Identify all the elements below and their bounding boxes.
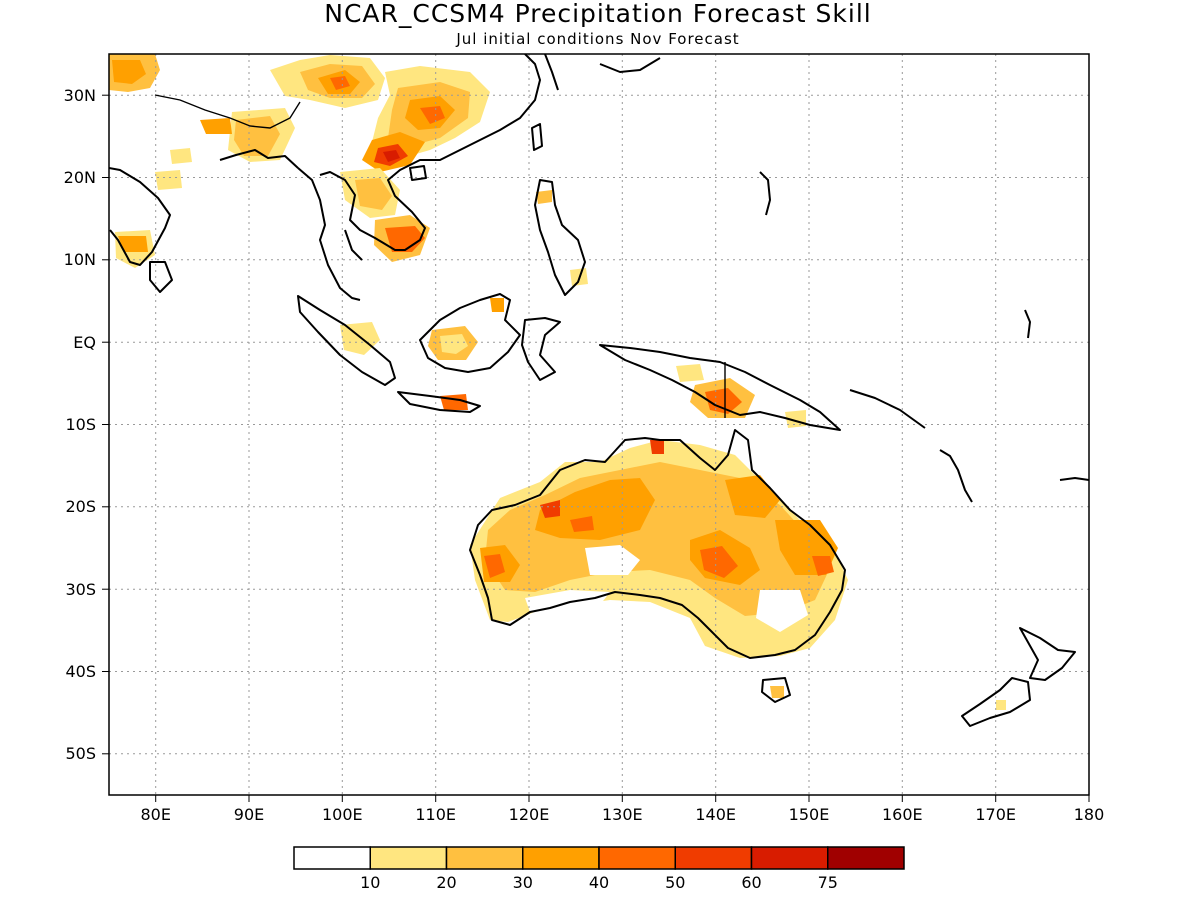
colorbar-swatch (369, 846, 448, 870)
y-tick-label: EQ (73, 333, 96, 352)
colorbar-swatch (522, 846, 600, 870)
y-tick-label: 50S (65, 744, 96, 763)
y-axis: 30N 20N 10N EQ 10S 20S 30S 40S 50S (64, 86, 109, 763)
x-tick-label: 150E (789, 805, 830, 824)
colorbar-label: 60 (741, 873, 761, 892)
x-tick-label: 140E (695, 805, 736, 824)
y-tick-label: 20N (64, 168, 96, 187)
map-plot-area (109, 54, 1089, 795)
skill-shading (109, 54, 1006, 710)
x-axis: 80E 90E 100E 110E 120E 130E 140E 150E 16… (140, 795, 1104, 824)
x-tick-label: 80E (140, 805, 170, 824)
figure-title: NCAR_CCSM4 Precipitation Forecast Skill (324, 0, 871, 28)
y-tick-label: 40S (65, 662, 96, 681)
colorbar-label: 10 (360, 873, 380, 892)
x-tick-label: 100E (322, 805, 363, 824)
x-tick-label: 170E (975, 805, 1016, 824)
colorbar-swatch (827, 846, 905, 870)
x-tick-label: 90E (234, 805, 264, 824)
coastlines (109, 54, 1089, 727)
x-tick-label: 180 (1074, 805, 1105, 824)
colorbar-swatch (293, 846, 371, 870)
colorbar-label: 75 (818, 873, 838, 892)
colorbar-label: 30 (513, 873, 533, 892)
y-tick-label: 30S (65, 580, 96, 599)
colorbar-swatch (598, 846, 676, 870)
x-tick-label: 160E (882, 805, 923, 824)
colorbar-label: 40 (589, 873, 609, 892)
colorbar: 10 20 30 40 50 60 75 (293, 846, 905, 892)
colorbar-swatch (674, 846, 753, 870)
colorbar-swatch (750, 846, 829, 870)
y-tick-label: 10N (64, 250, 96, 269)
x-tick-label: 110E (415, 805, 456, 824)
y-tick-label: 20S (65, 497, 96, 516)
x-tick-label: 130E (602, 805, 643, 824)
y-tick-label: 10S (65, 415, 96, 434)
graticule (109, 54, 1089, 795)
x-tick-label: 120E (509, 805, 550, 824)
figure-subtitle: Jul initial conditions Nov Forecast (455, 30, 739, 48)
y-tick-label: 30N (64, 86, 96, 105)
colorbar-label: 50 (665, 873, 685, 892)
colorbar-swatch (445, 846, 524, 870)
colorbar-label: 20 (436, 873, 456, 892)
